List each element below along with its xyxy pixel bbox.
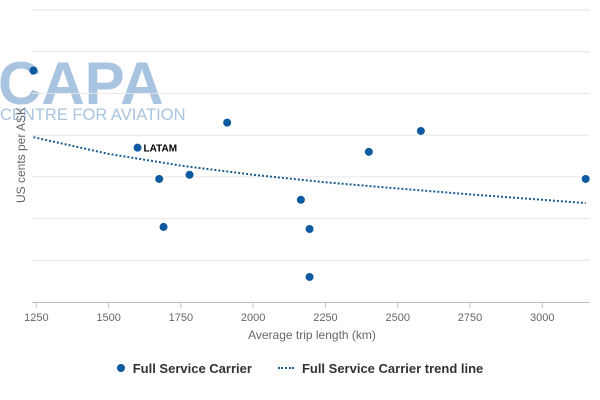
x-tick-label: 1500 [96, 312, 120, 324]
legend-marker-dotted-line [277, 367, 294, 369]
gridlines [32, 9, 590, 261]
x-tick-label: 3000 [530, 312, 554, 324]
scatter-point[interactable] [305, 272, 314, 281]
x-axis: 1250 1500 1750 2000 2250 2500 2750 3000 [24, 302, 590, 324]
capa-watermark: CAPA CENTRE FOR AVIATION [0, 50, 186, 124]
point-label: LATAM [144, 144, 178, 155]
scatter-point[interactable] [416, 126, 425, 135]
y-axis-title: US cents per ASK [14, 107, 28, 203]
scatter-point[interactable] [223, 118, 232, 127]
scatter-point[interactable] [305, 225, 314, 233]
scatter-point[interactable] [29, 66, 38, 75]
scatter-point[interactable] [159, 222, 168, 231]
scatter-point[interactable] [133, 143, 142, 152]
x-tick-label: 1250 [24, 312, 48, 324]
legend: Full Service Carrier Full Service Carrie… [0, 358, 600, 378]
x-tick-label: 1750 [169, 312, 193, 324]
watermark-logo: CAPA [0, 50, 164, 117]
watermark-subtitle: CENTRE FOR AVIATION [0, 106, 186, 124]
legend-label: Full Service Carrier trend line [301, 360, 484, 376]
data-points [29, 66, 590, 281]
x-tick-label: 2500 [385, 312, 409, 324]
trend-line-path [33, 136, 586, 205]
x-tick-label: 2750 [458, 312, 482, 324]
scatter-point[interactable] [581, 174, 590, 183]
x-tick-label: 2250 [313, 312, 337, 324]
x-axis-title: Average trip length (km) [248, 328, 376, 342]
x-tick-label: 2000 [241, 312, 265, 324]
scatter-point[interactable] [185, 170, 194, 179]
scatter-point[interactable] [364, 147, 373, 156]
scatter-point[interactable] [155, 174, 164, 183]
scatter-point[interactable] [296, 195, 305, 204]
trend-line [33, 136, 586, 205]
legend-item-full-service-carrier[interactable]: Full Service Carrier [116, 360, 252, 376]
legend-label: Full Service Carrier [132, 360, 252, 376]
legend-marker-dot [116, 364, 125, 372]
annotations: LATAM [144, 144, 178, 155]
legend-item-trend-line[interactable]: Full Service Carrier trend line [277, 360, 484, 376]
